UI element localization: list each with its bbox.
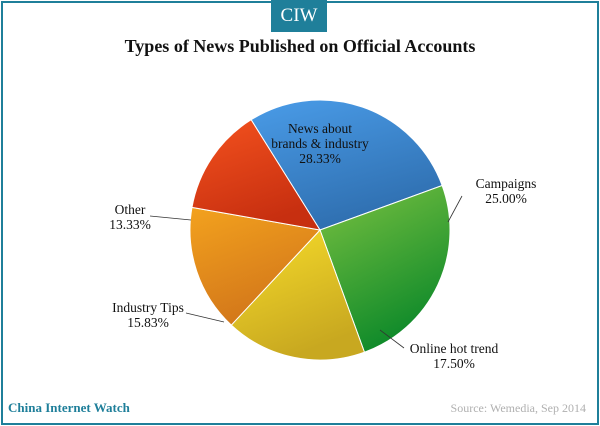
slice-value-label: 25.00% <box>485 191 527 206</box>
slice-value-label: 17.50% <box>433 356 475 371</box>
pie-slice-online-hot-trend <box>230 229 366 361</box>
slice-value-label: 28.33% <box>299 151 341 166</box>
pie-slice-industry-tips <box>189 206 321 326</box>
slice-category-label: brands & industry <box>271 136 369 151</box>
pie-slice-news-about-brands-industry <box>250 99 443 231</box>
leader-line <box>185 312 225 323</box>
leader-line <box>447 195 463 223</box>
leader-line <box>379 329 405 349</box>
ciw-badge: CIW <box>271 0 327 32</box>
pie-slice-other <box>191 119 322 231</box>
footer-brand: China Internet Watch <box>8 400 130 415</box>
pie-slice-campaigns <box>319 184 451 353</box>
leader-line <box>149 215 192 221</box>
slice-value-label: 13.33% <box>109 217 151 232</box>
slice-category-label: Other <box>115 202 146 217</box>
footer-source: Source: Wemedia, Sep 2014 <box>450 401 586 415</box>
slice-category-label: Industry Tips <box>112 300 184 315</box>
slice-category-label: News about <box>288 121 352 136</box>
chart-title: Types of News Published on Official Acco… <box>124 36 476 56</box>
slice-category-label: Campaigns <box>476 176 537 191</box>
slice-category-label: Online hot trend <box>410 341 499 356</box>
slice-value-label: 15.83% <box>127 315 169 330</box>
